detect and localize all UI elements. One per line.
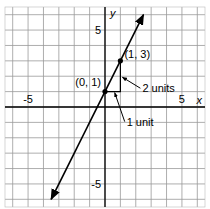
x-tick-label: -5	[23, 93, 33, 105]
plot-area	[51, 15, 143, 200]
grid-line-x	[105, 7, 106, 207]
annotation: 2 units	[142, 82, 175, 94]
data-line	[51, 15, 143, 200]
point-label: (1, 3)	[124, 48, 150, 60]
y-tick-label: 5	[95, 24, 101, 36]
y-axis	[104, 7, 105, 207]
annotation-pointer	[115, 93, 125, 122]
plot-frame	[5, 7, 205, 207]
y-tick-label: -5	[91, 178, 101, 190]
chart: -55-55xy(0, 1)(1, 3)2 units1 unit	[0, 0, 210, 209]
annotation-pointer	[122, 77, 140, 88]
annotation: 1 unit	[127, 116, 154, 128]
rise-run	[105, 61, 120, 92]
x-tick-label: 5	[179, 93, 185, 105]
x-axis-label: x	[196, 94, 203, 106]
point	[102, 89, 107, 94]
point-label: (0, 1)	[75, 76, 101, 88]
point	[118, 58, 123, 63]
y-axis-label: y	[109, 7, 117, 19]
